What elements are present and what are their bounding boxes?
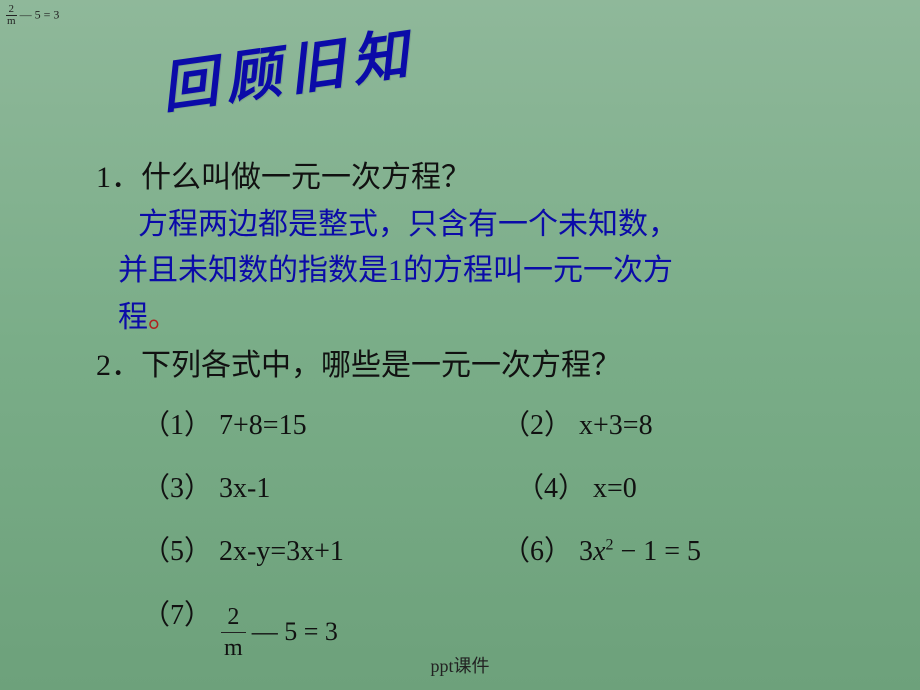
- option-6-label: （6）: [502, 536, 572, 567]
- o6-pre: 3: [579, 536, 593, 567]
- q1-answer-line1: 方程两边都是整式，只含有一个未知数，: [138, 202, 876, 249]
- footer-text: ppt课件: [0, 652, 920, 678]
- q1-answer-line3: 程: [118, 301, 148, 334]
- option-3: （3） 3x-1: [142, 467, 502, 510]
- q1-answer-line2: 并且未知数的指数是1的方程叫一元一次方: [118, 254, 673, 287]
- slide-title: 回顾旧知: [156, 9, 421, 125]
- option-2: （2） x+3=8: [502, 404, 653, 447]
- q2-label: 2．: [96, 349, 141, 382]
- corner-equation: 2 m — 5 = 3: [6, 4, 59, 27]
- o7-rest: — 5 = 3: [252, 612, 338, 652]
- o6-var: x: [593, 536, 605, 567]
- corner-denominator: m: [6, 16, 17, 27]
- q1-answer-dot: 。: [148, 301, 178, 334]
- q1-question: 什么叫做一元一次方程？: [141, 161, 471, 194]
- question-2: 2．下列各式中，哪些是一元一次方程？: [96, 343, 876, 390]
- slide-content: 1．什么叫做一元一次方程？ 方程两边都是整式，只含有一个未知数， 并且未知数的指…: [96, 155, 876, 661]
- q1-label: 1．: [96, 161, 141, 194]
- option-row-3: （5） 2x-y=3x+1 （6） 3x2 − 1 = 5: [142, 530, 876, 573]
- option-row-2: （3） 3x-1 （4） x=0: [142, 467, 876, 510]
- option-6: （6） 3x2 − 1 = 5: [502, 530, 701, 573]
- q2-options: （1） 7+8=15 （2） x+3=8 （3） 3x-1 （4） x=0 （5…: [142, 404, 876, 662]
- option-5: （5） 2x-y=3x+1: [142, 530, 502, 573]
- o6-post: − 1 = 5: [613, 536, 701, 567]
- question-1: 1．什么叫做一元一次方程？: [96, 155, 876, 202]
- option-1: （1） 7+8=15: [142, 404, 502, 447]
- q1-answer: 方程两边都是整式，只含有一个未知数， 并且未知数的指数是1的方程叫一元一次方 程…: [96, 202, 876, 342]
- option-row-1: （1） 7+8=15 （2） x+3=8: [142, 404, 876, 447]
- corner-fraction: 2 m: [6, 4, 17, 27]
- o7-numerator: 2: [221, 604, 246, 633]
- option-4: （4） x=0: [516, 467, 637, 510]
- q2-question: 下列各式中，哪些是一元一次方程？: [141, 349, 621, 382]
- option-6-expr: 3x2 − 1 = 5: [579, 536, 701, 567]
- option-7-label: （7）: [142, 600, 212, 631]
- corner-rest: — 5 = 3: [20, 7, 60, 21]
